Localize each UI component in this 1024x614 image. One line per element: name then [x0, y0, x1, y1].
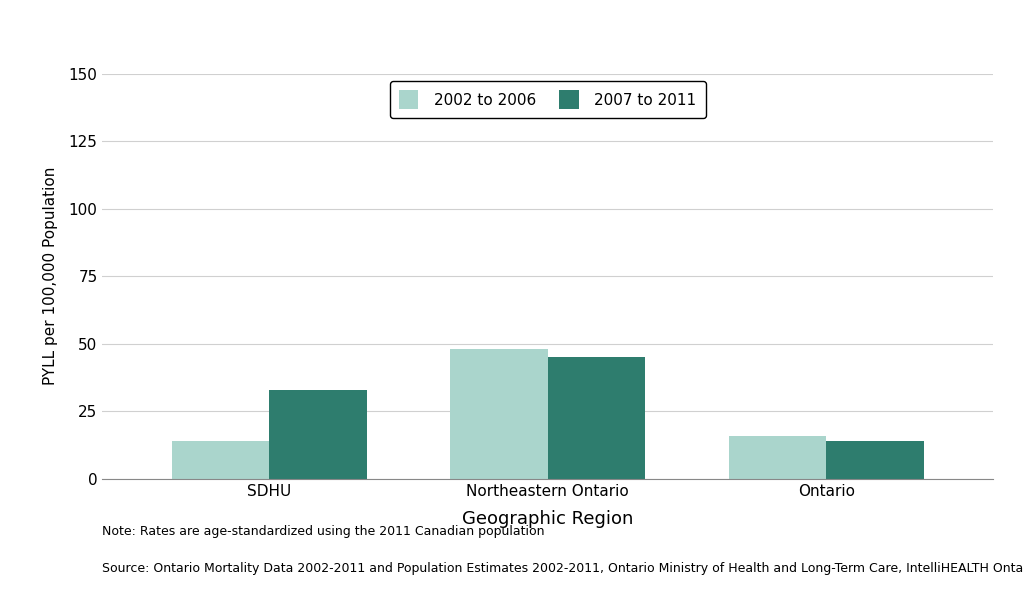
Bar	[451, 349, 548, 479]
Bar	[172, 441, 269, 479]
Bar	[826, 441, 924, 479]
Bar	[269, 390, 367, 479]
X-axis label: Geographic Region: Geographic Region	[462, 510, 634, 528]
Text: Source: Ontario Mortality Data 2002-2011 and Population Estimates 2002-2011, Ont: Source: Ontario Mortality Data 2002-2011…	[102, 562, 1024, 575]
Bar	[729, 436, 826, 479]
Text: Note: Rates are age-standardized using the 2011 Canadian population: Note: Rates are age-standardized using t…	[102, 525, 545, 538]
Legend: 2002 to 2006, 2007 to 2011: 2002 to 2006, 2007 to 2011	[390, 81, 706, 119]
Y-axis label: PYLL per 100,000 Population: PYLL per 100,000 Population	[43, 167, 57, 386]
Bar	[548, 357, 645, 479]
